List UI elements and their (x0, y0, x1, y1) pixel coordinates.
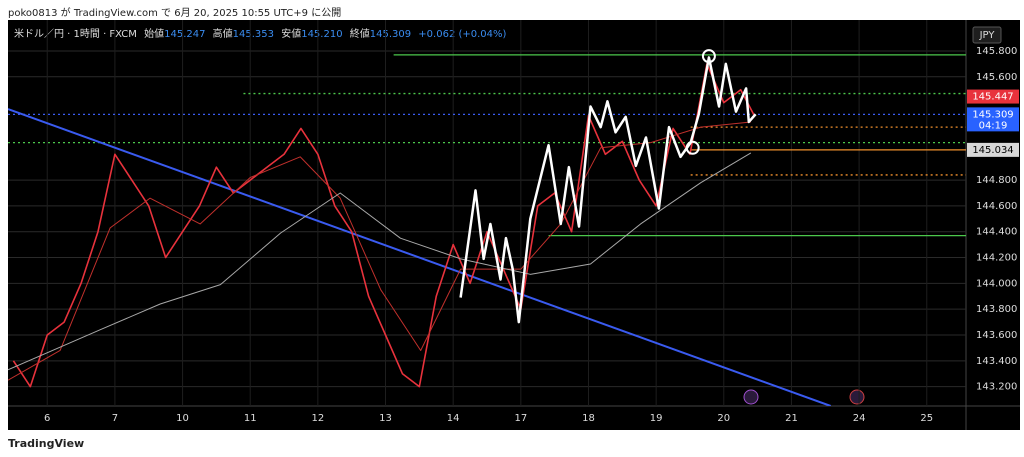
x-tick-label: 14 (447, 413, 460, 424)
y-tick-label: 143.600 (976, 330, 1017, 341)
y-tick-label: 144.400 (976, 227, 1017, 238)
label: 高値 (213, 27, 233, 40)
countdown: 04:19 (979, 120, 1008, 131)
x-tick-label: 12 (311, 413, 324, 424)
currency-box (972, 26, 1002, 44)
price-badge (967, 107, 1019, 132)
x-tick-label: 13 (379, 413, 392, 424)
value: 145.309 (370, 29, 411, 40)
y-tick-label: 144.200 (976, 253, 1017, 264)
x-tick-label: 10 (176, 413, 189, 424)
price-badge-label: 145.309 (972, 109, 1013, 120)
trend-line (8, 108, 832, 406)
x-tick-label: 7 (112, 413, 118, 424)
event-icon[interactable] (849, 389, 865, 405)
brand: TradingView (8, 437, 85, 450)
series-line (459, 56, 757, 324)
x-tick-label: 24 (853, 413, 866, 424)
y-tick-label: 145.600 (976, 72, 1017, 83)
y-tick-label: 144.000 (976, 278, 1017, 289)
marker (685, 140, 700, 155)
symbol: 米ドル／円 · 1時間 · FXCM (14, 27, 137, 40)
value: 145.210 (301, 29, 342, 40)
label: 始値 (144, 27, 164, 40)
y-tick-label: 143.400 (976, 356, 1017, 367)
plot (8, 20, 966, 406)
price-badge-label: 145.447 (972, 92, 1013, 103)
x-tick-label: 19 (650, 413, 663, 424)
x-tick-label: 11 (244, 413, 257, 424)
publisher: poko0813 が TradingView.com で 6月 20, 2025… (8, 8, 342, 19)
marker (701, 49, 716, 64)
label: 終値 (350, 27, 370, 40)
price-badge (967, 89, 1019, 104)
change: +0.062 (+0.04%) (418, 29, 506, 40)
value: 145.353 (233, 29, 274, 40)
price-badge-label: 145.034 (972, 145, 1013, 156)
y-tick-label: 143.200 (976, 382, 1017, 393)
series-line (12, 63, 755, 388)
price-badge (967, 142, 1019, 157)
series-line (8, 121, 751, 381)
y-tick-label: 144.800 (976, 175, 1017, 186)
y-tick-label: 145.800 (976, 46, 1017, 57)
event-icon[interactable] (743, 389, 759, 405)
x-tick-label: 6 (44, 413, 50, 424)
x-tick-label: 20 (717, 413, 730, 424)
value: 145.247 (164, 29, 205, 40)
y-tick-label: 143.800 (976, 304, 1017, 315)
chart-bg (8, 20, 1020, 430)
label: 安値 (281, 27, 301, 40)
legend-line: 米ドル／円 · 1時間 · FXCM 始値145.247 高値145.353 安… (14, 27, 507, 40)
x-tick-label: 21 (785, 413, 798, 424)
x-tick-label: 18 (582, 413, 595, 424)
x-tick-label: 25 (920, 413, 933, 424)
y-tick-label: 144.600 (976, 201, 1017, 212)
x-tick-label: 17 (514, 413, 527, 424)
currency: JPY (979, 30, 996, 41)
series-line (8, 152, 752, 371)
